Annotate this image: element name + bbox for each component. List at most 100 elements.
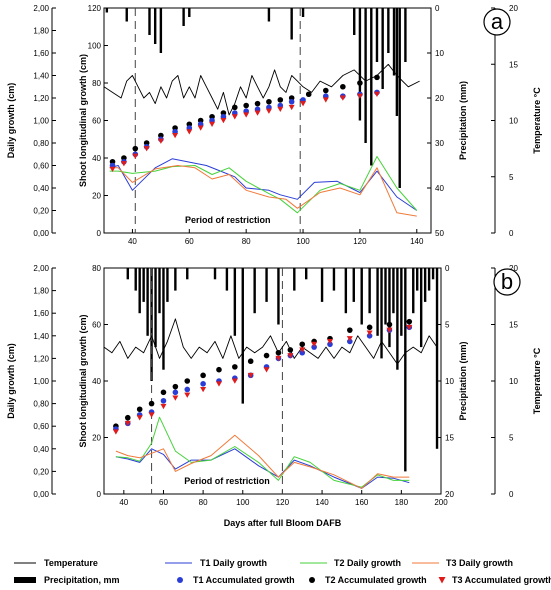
t3-accumulated-point bbox=[215, 381, 222, 387]
precipitation-bar bbox=[400, 268, 403, 336]
daily-growth-tick-label: 1,60 bbox=[33, 49, 49, 58]
legend-t1-daily-label: T1 Daily growth bbox=[200, 558, 267, 568]
daily-growth-tick-label: 2,00 bbox=[33, 4, 49, 13]
temperature-tick-label: 15 bbox=[509, 321, 518, 330]
daily-growth-tick-label: 1,00 bbox=[33, 117, 49, 126]
t2-accumulated-point bbox=[299, 341, 306, 348]
precipitation-bar bbox=[233, 268, 237, 336]
daily-growth-tick-label: 0,40 bbox=[33, 445, 49, 454]
t3-accumulated-point bbox=[386, 327, 393, 333]
daily-growth-tick-label: 0,20 bbox=[33, 207, 49, 216]
shoot-growth-tick-label: 0 bbox=[97, 229, 102, 238]
temperature-tick-label: 20 bbox=[509, 4, 518, 13]
legend-t3-accumulated-label: T3 Accumulated growth bbox=[452, 575, 551, 585]
legend-t1-accumulated-label: T1 Accumulated growth bbox=[193, 575, 295, 585]
daily-growth-axis-label: Daily growth (cm) bbox=[6, 83, 16, 159]
precipitation-bar bbox=[396, 268, 399, 370]
daily-growth-tick-label: 1,40 bbox=[33, 72, 49, 81]
x-tick-label: 200 bbox=[434, 498, 448, 507]
panel-a: 0,00 0,20 0,40 0,60 0,80 1,00 1,20 1,40 1,60 1,80… bbox=[6, 4, 542, 246]
daily-growth-tick-label: 1,00 bbox=[33, 377, 49, 386]
precipitation-bar bbox=[265, 268, 268, 302]
t1-accumulated-point bbox=[311, 344, 317, 350]
legend-t2-accumulated-label: T2 Accumulated growth bbox=[325, 575, 427, 585]
precipitation-tick-label: 50 bbox=[435, 229, 444, 238]
precipitation-bar bbox=[392, 8, 396, 76]
precipitation-bar bbox=[188, 8, 191, 17]
temperature-line bbox=[103, 63, 420, 116]
precipitation-bar bbox=[225, 268, 229, 291]
t2-accumulated-point bbox=[366, 324, 373, 331]
precipitation-bar bbox=[375, 8, 379, 62]
t3-accumulated-point bbox=[247, 372, 254, 379]
legend-precipitation-label: Precipitation, mm bbox=[44, 575, 120, 585]
x-tick-label: 100 bbox=[296, 237, 310, 246]
t3-accumulated-point bbox=[356, 93, 363, 99]
t2-accumulated-point bbox=[148, 400, 155, 407]
daily-growth-tick-label: 0,60 bbox=[33, 422, 49, 431]
precipitation-bar bbox=[412, 268, 415, 314]
precipitation-bar bbox=[380, 268, 383, 359]
t2-accumulated-point bbox=[124, 414, 131, 421]
t1-daily-growth-line bbox=[109, 158, 418, 211]
t3-accumulated-point bbox=[120, 161, 127, 167]
precipitation-tick-label: 0 bbox=[435, 4, 440, 13]
x-axis-label: Days after full Bloom DAFB bbox=[224, 518, 342, 528]
t3-accumulated-point bbox=[148, 412, 155, 418]
daily-growth-tick-label: 1,60 bbox=[33, 309, 49, 318]
t2-accumulated-point bbox=[200, 372, 206, 379]
x-tick-label: 120 bbox=[276, 498, 290, 507]
legend-t3-accumulated-swatch bbox=[438, 577, 446, 584]
precipitation-bar bbox=[290, 8, 293, 40]
temperature-tick-label: 5 bbox=[509, 173, 514, 182]
x-tick-label: 40 bbox=[119, 498, 128, 507]
t3-accumulated-point bbox=[186, 129, 193, 135]
panel-label-letter: a bbox=[491, 9, 504, 34]
precipitation-tick-label: 10 bbox=[435, 49, 444, 58]
precipitation-bar bbox=[388, 268, 391, 348]
precipitation-bar bbox=[404, 268, 407, 472]
precipitation-bar bbox=[435, 268, 439, 449]
t3-accumulated-point bbox=[287, 353, 294, 359]
temperature-tick-label: 0 bbox=[509, 229, 514, 238]
daily-growth-tick-label: 1,80 bbox=[33, 27, 49, 36]
daily-growth-tick-label: 0,40 bbox=[33, 184, 49, 193]
t3-accumulated-point bbox=[254, 110, 261, 116]
x-tick-label: 40 bbox=[128, 237, 137, 246]
precipitation-axis-label: Precipitation (mm) bbox=[458, 81, 468, 160]
t2-accumulated-point bbox=[357, 80, 363, 86]
precipitation-bar bbox=[293, 268, 296, 291]
precipitation-tick-label: 5 bbox=[445, 321, 450, 330]
t3-accumulated-point bbox=[300, 101, 307, 107]
t3-accumulated-point bbox=[322, 97, 329, 103]
t3-accumulated-point bbox=[346, 336, 353, 342]
precipitation-tick-label: 30 bbox=[435, 139, 444, 148]
shoot-growth-tick-label: 60 bbox=[92, 321, 101, 330]
daily-growth-tick-label: 1,20 bbox=[33, 354, 49, 363]
precipitation-bar bbox=[353, 8, 356, 35]
shoot-growth-tick-label: 100 bbox=[88, 42, 102, 51]
precipitation-tick-label: 20 bbox=[445, 490, 454, 499]
precipitation-bar bbox=[358, 8, 362, 121]
precipitation-bar bbox=[241, 268, 244, 404]
x-tick-label: 60 bbox=[159, 498, 168, 507]
t1-accumulated-point bbox=[184, 386, 191, 393]
shoot-growth-axis-label: Shoot longitudinal growth (cm) bbox=[78, 54, 88, 187]
shoot-growth-tick-label: 40 bbox=[92, 154, 101, 163]
t2-accumulated-point bbox=[374, 74, 380, 81]
precipitation-bar bbox=[125, 8, 128, 22]
period-of-restriction-label: Period of restriction bbox=[184, 476, 270, 486]
t2-accumulated-point bbox=[275, 349, 282, 356]
precipitation-bar bbox=[154, 268, 157, 348]
precipitation-bar bbox=[301, 8, 305, 17]
t3-accumulated-point bbox=[157, 138, 164, 144]
precipitation-bar bbox=[332, 268, 336, 291]
shoot-growth-tick-label: 80 bbox=[92, 79, 101, 88]
t3-accumulated-point bbox=[326, 338, 333, 345]
t2-accumulated-point bbox=[132, 145, 139, 152]
t3-accumulated-point bbox=[373, 91, 380, 98]
t3-accumulated-point bbox=[263, 367, 270, 373]
t3-accumulated-point bbox=[231, 378, 238, 384]
t3-accumulated-point bbox=[406, 324, 413, 331]
t2-accumulated-point bbox=[184, 378, 191, 384]
